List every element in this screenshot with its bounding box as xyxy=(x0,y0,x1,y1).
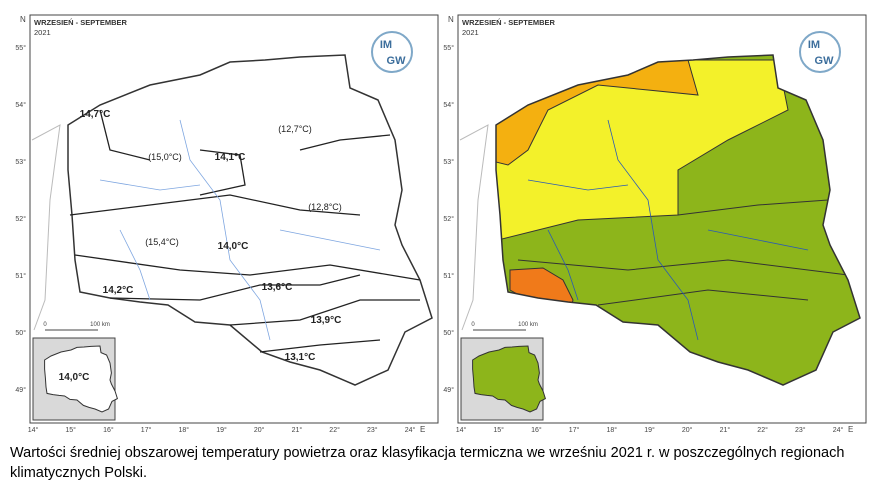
region-temperature: 13,6°C xyxy=(262,282,293,293)
lon-tick-label: 16° xyxy=(103,426,114,434)
region-border xyxy=(199,149,246,196)
east-label: E xyxy=(420,425,425,434)
lat-tick-label: 53° xyxy=(15,158,26,166)
lon-tick-label: 18° xyxy=(179,426,190,434)
lon-tick-label: 15° xyxy=(493,426,504,434)
scale-end: 100 km xyxy=(518,322,538,328)
lon-tick-label: 18° xyxy=(607,426,618,434)
lat-tick-label: 54° xyxy=(15,101,26,109)
poland-outline xyxy=(495,54,861,386)
region-temperature: (12,8°C) xyxy=(308,202,342,212)
river xyxy=(607,119,699,341)
logo-text: GW xyxy=(387,55,407,67)
lon-tick-label: 21° xyxy=(720,426,731,434)
region-border xyxy=(69,194,361,216)
lon-tick-label: 20° xyxy=(254,426,265,434)
lat-tick-label: 55° xyxy=(443,44,454,52)
north-label: N xyxy=(20,15,26,24)
region-temperature: (15,4°C) xyxy=(145,237,179,247)
north-label: N xyxy=(448,15,454,24)
class-layer xyxy=(496,55,860,385)
lon-tick-label: 19° xyxy=(216,426,227,434)
region-temperature: 14,0°C xyxy=(218,241,249,252)
region-border xyxy=(299,134,391,151)
region-border xyxy=(597,289,809,306)
lon-tick-label: 15° xyxy=(65,426,76,434)
lon-tick-label: 24° xyxy=(405,426,416,434)
lon-tick-label: 21° xyxy=(292,426,303,434)
neighbour-border xyxy=(459,124,489,331)
region-temperature: 14,7°C xyxy=(80,109,111,120)
river xyxy=(547,229,579,301)
lon-tick-label: 17° xyxy=(141,426,152,434)
east-label: E xyxy=(848,425,853,434)
logo-text: IM xyxy=(808,39,820,51)
lon-tick-label: 14° xyxy=(456,426,467,434)
region-border xyxy=(677,199,829,216)
scale-end: 100 km xyxy=(90,322,110,328)
river xyxy=(99,179,201,191)
inset-temperature: 14,0°C xyxy=(59,372,90,383)
lat-tick-label: 53° xyxy=(443,158,454,166)
region-temperature: (12,7°C) xyxy=(278,124,312,134)
region-temperature: 14,1°C xyxy=(215,152,246,163)
region-temperature: 13,9°C xyxy=(311,315,342,326)
region-border xyxy=(109,274,361,301)
logo-circle xyxy=(371,31,413,73)
inset-poland xyxy=(472,345,547,413)
maps: WRZESIEŃ - SEPTEMBER2021IMGWNE55°54°53°5… xyxy=(15,14,867,434)
map-year: 2021 xyxy=(34,28,51,37)
lon-tick-label: 20° xyxy=(682,426,693,434)
map-year: 2021 xyxy=(462,28,479,37)
region-temperature: 14,2°C xyxy=(103,285,134,296)
logo-text: IM xyxy=(380,39,392,51)
lat-tick-label: 52° xyxy=(443,215,454,223)
lat-tick-label: 54° xyxy=(443,101,454,109)
river xyxy=(527,179,629,191)
region-border xyxy=(99,109,151,161)
logo-text: GW xyxy=(815,55,835,67)
lat-tick-label: 49° xyxy=(15,386,26,394)
river xyxy=(119,229,151,301)
lat-tick-label: 52° xyxy=(15,215,26,223)
lat-tick-label: 55° xyxy=(15,44,26,52)
river xyxy=(279,229,381,251)
lon-tick-label: 17° xyxy=(569,426,580,434)
lat-tick-label: 49° xyxy=(443,386,454,394)
lat-tick-label: 50° xyxy=(443,329,454,337)
lon-tick-label: 23° xyxy=(795,426,806,434)
lon-tick-label: 24° xyxy=(833,426,844,434)
lon-tick-label: 14° xyxy=(28,426,39,434)
region-border xyxy=(74,254,421,281)
region-border xyxy=(517,259,849,276)
neighbour-border xyxy=(31,124,61,331)
region-temperature: (15,0°C) xyxy=(148,152,182,162)
river xyxy=(707,229,809,251)
caption: Wartości średniej obszarowej temperatury… xyxy=(10,445,845,481)
inset-poland xyxy=(44,345,119,413)
lon-tick-label: 19° xyxy=(644,426,655,434)
lat-tick-label: 50° xyxy=(15,329,26,337)
lon-tick-label: 16° xyxy=(531,426,542,434)
lat-tick-label: 51° xyxy=(443,272,454,280)
scale-start: 0 xyxy=(471,322,475,328)
lon-tick-label: 22° xyxy=(757,426,768,434)
lon-tick-label: 23° xyxy=(367,426,378,434)
lon-tick-label: 22° xyxy=(329,426,340,434)
scale-start: 0 xyxy=(43,322,47,328)
river xyxy=(179,119,271,341)
map-header: WRZESIEŃ - SEPTEMBER xyxy=(34,18,128,27)
lat-tick-label: 51° xyxy=(15,272,26,280)
region-border xyxy=(259,339,381,353)
logo-circle xyxy=(799,31,841,73)
map-header: WRZESIEŃ - SEPTEMBER xyxy=(462,18,556,27)
region-temperature: 13,1°C xyxy=(285,352,316,363)
region-border xyxy=(229,299,420,326)
